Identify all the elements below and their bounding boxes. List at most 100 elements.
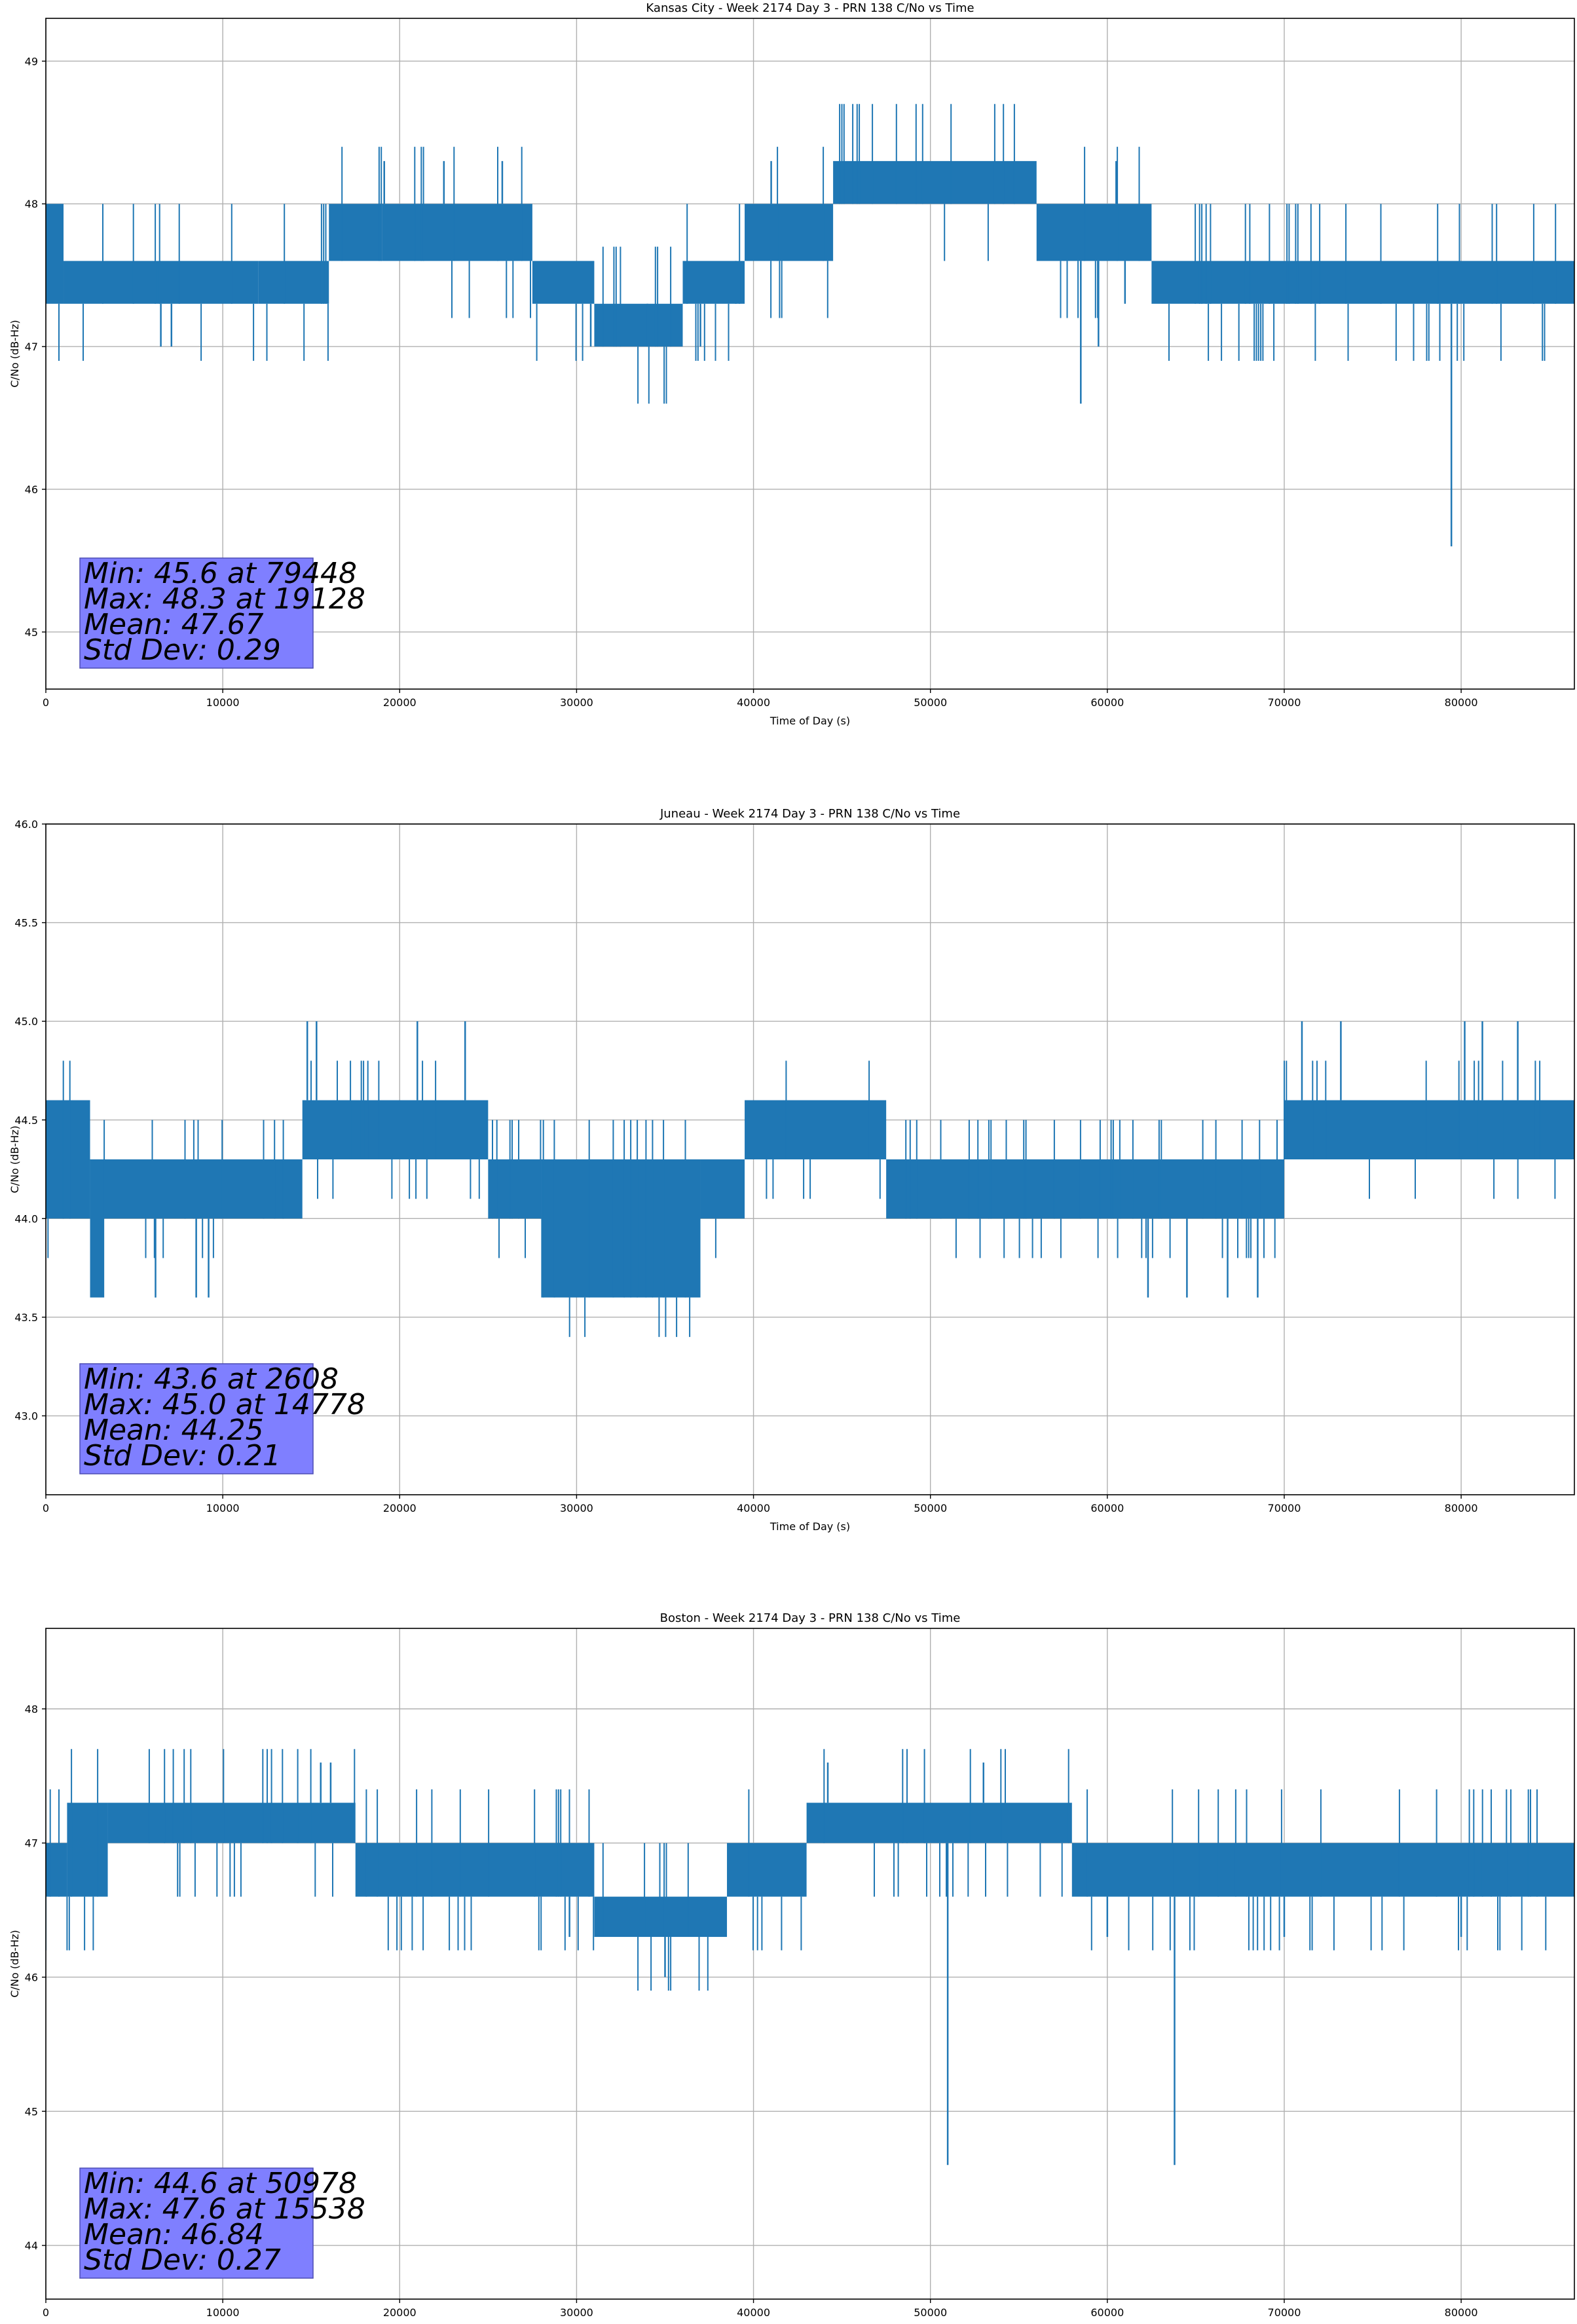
chart-0-stats-line-3: Std Dev: 0.29	[84, 633, 281, 667]
chart-2-xtick-label-3: 30000	[560, 2306, 593, 2319]
chart-0-ytick-label-4: 49	[25, 55, 38, 67]
chart-0-band-texture-11	[1168, 204, 1557, 361]
chart-2-title: Boston - Week 2174 Day 3 - PRN 138 C/No …	[660, 1611, 961, 1625]
chart-1-band-texture-7	[766, 1060, 881, 1199]
chart-0-band-texture-7	[686, 204, 741, 361]
chart-1-xtick-label-0: 0	[43, 1502, 49, 1514]
chart-1-frame	[45, 823, 1575, 1495]
chart-2-band-3	[355, 1843, 595, 1897]
chart-2-band-texture-5	[748, 1789, 802, 1951]
chart-1-stats-line-3: Std Dev: 0.21	[84, 1439, 281, 1472]
chart-1-xtick-label-3: 30000	[560, 1502, 593, 1514]
chart-1-ylabel: C/No (dB-Hz)	[9, 1125, 21, 1193]
chart-2-band-texture-3	[365, 1789, 595, 1951]
chart-1-xtick-label-5: 50000	[914, 1502, 947, 1514]
chart-1-ytick-label-0: 43.0	[14, 1410, 38, 1423]
chart-2-band-texture-2	[148, 1749, 356, 1897]
chart-1-band-texture-3	[310, 1060, 480, 1199]
chart-0-ytick-label-2: 47	[25, 341, 38, 353]
chart-0-stats-line-1: Max: 48.3 at 19128	[84, 582, 365, 616]
chart-1-xtick-label-2: 20000	[383, 1502, 417, 1514]
chart-2-xtick-label-5: 50000	[914, 2306, 947, 2319]
chart-0-band-6	[594, 303, 683, 347]
chart-2-stats-box	[79, 2167, 314, 2279]
chart-0-xtick-label-6: 60000	[1090, 696, 1124, 709]
chart-0-ytick-label-3: 48	[25, 198, 38, 210]
chart-2-xtick-label-2: 20000	[383, 2306, 417, 2319]
chart-1-band-4	[488, 1159, 542, 1219]
chart-2-band-texture-6	[823, 1749, 1069, 1897]
chart-0-ytick-label-1: 46	[25, 483, 38, 496]
chart-1-band-9	[1284, 1100, 1574, 1159]
chart-2-ytick-label-2: 46	[25, 1971, 38, 1983]
chart-1-ytick-label-6: 46.0	[14, 818, 38, 831]
chart-0-band-texture-5	[536, 303, 584, 361]
chart-2-xtick-label-6: 60000	[1090, 2306, 1124, 2319]
chart-0-stats-box	[79, 557, 314, 669]
chart-2-ytick-label-0: 44	[25, 2240, 38, 2252]
chart-0-band-4	[382, 204, 532, 261]
chart-0-xtick-label-3: 30000	[560, 696, 593, 709]
chart-2-xtick-label-8: 80000	[1445, 2306, 1478, 2319]
chart-1-xtick-label-4: 40000	[737, 1502, 770, 1514]
chart-1-stats-line-1: Max: 45.0 at 14778	[84, 1388, 365, 1421]
chart-0-band-8	[745, 204, 834, 261]
chart-0-xtick-label-1: 10000	[206, 696, 240, 709]
chart-2: 0 10000 20000 30000 40000 50000 60000 70000 8000…	[9, 1611, 1575, 2319]
chart-2-band-texture-0	[46, 1789, 60, 1951]
chart-0: 0 10000 20000 30000 40000 50000 60000 70000 8000…	[9, 1, 1575, 727]
chart-0-series	[46, 103, 1574, 547]
chart-0-band-9	[833, 160, 1037, 204]
chart-2-band-0	[46, 1843, 67, 1897]
chart-2-stats-line-1: Max: 47.6 at 15538	[84, 2192, 365, 2226]
chart-2-ytick-label-1: 45	[25, 2105, 38, 2118]
chart-1-ytick-label-5: 45.5	[14, 917, 38, 929]
chart-0-band-11	[1151, 261, 1574, 304]
chart-1-ytick-label-3: 44.5	[14, 1114, 38, 1127]
chart-1-band-5	[541, 1159, 701, 1298]
chart-0-band-texture-3	[341, 147, 382, 261]
chart-1-xtick-label-6: 60000	[1090, 1502, 1124, 1514]
chart-0-frame	[45, 18, 1575, 690]
chart-0-xtick-label-8: 80000	[1445, 696, 1478, 709]
chart-0-xtick-label-7: 70000	[1268, 696, 1301, 709]
chart-1-title: Juneau - Week 2174 Day 3 - PRN 138 C/No …	[659, 807, 960, 821]
chart-2-ytick-label-3: 47	[25, 1837, 38, 1850]
chart-0-band-texture-8	[770, 147, 828, 318]
chart-1-band-3	[302, 1100, 489, 1159]
chart-0-band-texture-2	[266, 204, 329, 361]
chart-2-stats-line-0: Min: 44.6 at 50978	[84, 2167, 357, 2200]
chart-1-band-7	[745, 1100, 887, 1159]
chart-0-xtick-label-0: 0	[43, 696, 49, 709]
chart-2-band-texture-7	[1086, 1789, 1547, 1951]
chart-0-xtick-label-2: 20000	[383, 696, 417, 709]
chart-2-stats-line-3: Std Dev: 0.27	[84, 2243, 281, 2277]
chart-2-band-7	[1071, 1843, 1574, 1897]
chart-0-xtick-label-5: 50000	[914, 696, 947, 709]
chart-0-band-1	[64, 261, 259, 304]
chart-1-band-8	[886, 1159, 1284, 1219]
chart-1-stats-box	[79, 1363, 314, 1474]
chart-0-band-7	[682, 261, 745, 304]
chart-1-stats-line-0: Min: 43.6 at 2608	[84, 1362, 339, 1396]
chart-1-xtick-label-7: 70000	[1268, 1502, 1301, 1514]
chart-0-stats-line-2: Mean: 47.67	[84, 608, 264, 641]
chart-0-band-texture-6	[602, 246, 672, 404]
chart-2-xtick-label-4: 40000	[737, 2306, 770, 2319]
chart-2-band-1	[67, 1803, 108, 1897]
chart-2-stats-line-2: Mean: 46.84	[84, 2218, 264, 2251]
chart-0-ytick-label-0: 45	[25, 626, 38, 639]
chart-2-ytick-label-4: 48	[25, 1703, 38, 1715]
chart-1-ytick-label-2: 44.0	[14, 1212, 38, 1225]
chart-2-xtick-label-7: 70000	[1268, 2306, 1301, 2319]
chart-1-xlabel: Time of Day (s)	[770, 1520, 850, 1533]
chart-2-band-4	[594, 1896, 728, 1938]
chart-2-band-6	[806, 1803, 1072, 1843]
chart-1-band-1	[90, 1159, 105, 1298]
chart-1-ytick-label-4: 45.0	[14, 1015, 38, 1028]
chart-2-series	[46, 1749, 1574, 2165]
chart-0-band-2	[258, 261, 329, 304]
chart-1-xtick-label-8: 80000	[1445, 1502, 1478, 1514]
chart-0-stats-line-0: Min: 45.6 at 79448	[84, 557, 357, 590]
